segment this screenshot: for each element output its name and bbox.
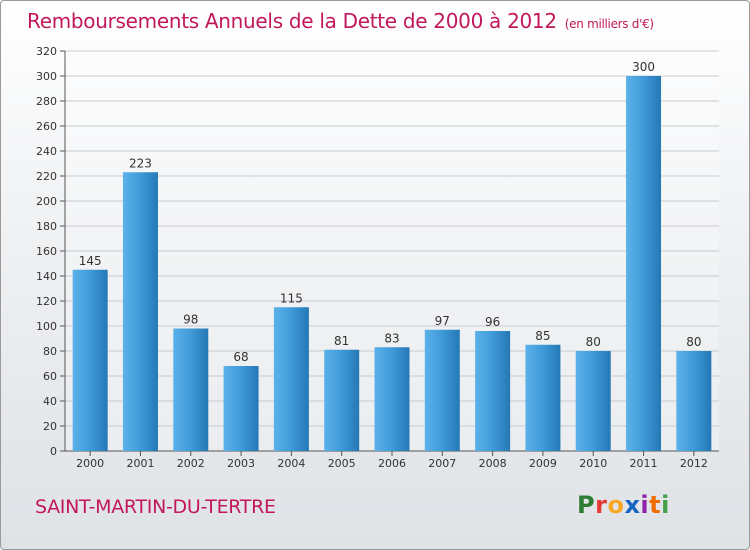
y-tick-label: 160 [36, 245, 57, 258]
y-tick-label: 240 [36, 145, 57, 158]
x-tick-label: 2004 [277, 457, 305, 470]
bar [173, 328, 209, 451]
y-tick-label: 140 [36, 270, 57, 283]
bar [626, 76, 662, 451]
y-tick-label: 40 [43, 395, 57, 408]
x-tick-label: 2002 [177, 457, 205, 470]
y-tick-label: 60 [43, 370, 57, 383]
chart-title-text: Remboursements Annuels de la Dette de 20… [27, 9, 557, 33]
y-tick-label: 120 [36, 295, 57, 308]
bar [72, 269, 108, 451]
bar-value-label: 300 [632, 60, 655, 74]
x-tick-label: 2008 [479, 457, 507, 470]
x-tick-label: 2000 [76, 457, 104, 470]
logo-letter: o [607, 491, 625, 519]
y-tick-label: 280 [36, 95, 57, 108]
chart-unit: (en milliers d'€) [564, 17, 654, 31]
commune-name: SAINT-MARTIN-DU-TERTRE [35, 496, 276, 518]
bar [424, 329, 460, 451]
bar [122, 172, 158, 451]
x-tick-label: 2005 [328, 457, 356, 470]
bar-value-label: 145 [79, 254, 102, 268]
logo-letter: t [649, 491, 662, 519]
bar [525, 344, 561, 451]
bar-value-label: 115 [280, 291, 303, 305]
x-tick-label: 2001 [126, 457, 154, 470]
y-tick-label: 0 [50, 445, 57, 458]
x-tick-label: 2012 [680, 457, 708, 470]
bar [676, 351, 712, 451]
y-tick-label: 20 [43, 420, 57, 433]
y-tick-label: 180 [36, 220, 57, 233]
y-tick-label: 80 [43, 345, 57, 358]
bar [324, 349, 360, 451]
bar-value-label: 96 [485, 315, 500, 329]
bar-value-label: 80 [586, 335, 601, 349]
bar-value-label: 223 [129, 156, 152, 170]
logo-letter: i [661, 491, 670, 519]
proxiti-logo[interactable]: Proxiti [577, 491, 670, 519]
x-tick-label: 2007 [428, 457, 456, 470]
bar-value-label: 80 [686, 335, 701, 349]
bar-value-label: 98 [183, 313, 198, 327]
x-tick-label: 2011 [630, 457, 658, 470]
bar [273, 307, 309, 451]
bar-value-label: 68 [233, 350, 248, 364]
bar [575, 351, 611, 451]
x-tick-label: 2010 [579, 457, 607, 470]
y-tick-label: 220 [36, 170, 57, 183]
y-tick-label: 260 [36, 120, 57, 133]
y-tick-label: 100 [36, 320, 57, 333]
y-tick-label: 300 [36, 70, 57, 83]
bar [374, 347, 410, 451]
logo-letter: P [577, 491, 596, 519]
chart-title: Remboursements Annuels de la Dette de 20… [27, 9, 654, 33]
x-tick-label: 2009 [529, 457, 557, 470]
bar-value-label: 97 [435, 314, 450, 328]
bar-value-label: 83 [384, 331, 399, 345]
x-tick-label: 2003 [227, 457, 255, 470]
x-tick-label: 2006 [378, 457, 406, 470]
logo-letter: r [595, 491, 608, 519]
logo-letter: i [640, 491, 650, 519]
y-tick-label: 320 [36, 45, 57, 58]
bar [475, 331, 511, 451]
bar-value-label: 85 [535, 329, 550, 343]
logo-letter: x [624, 491, 641, 519]
bar [223, 366, 259, 451]
y-tick-label: 200 [36, 195, 57, 208]
bar-value-label: 81 [334, 334, 349, 348]
